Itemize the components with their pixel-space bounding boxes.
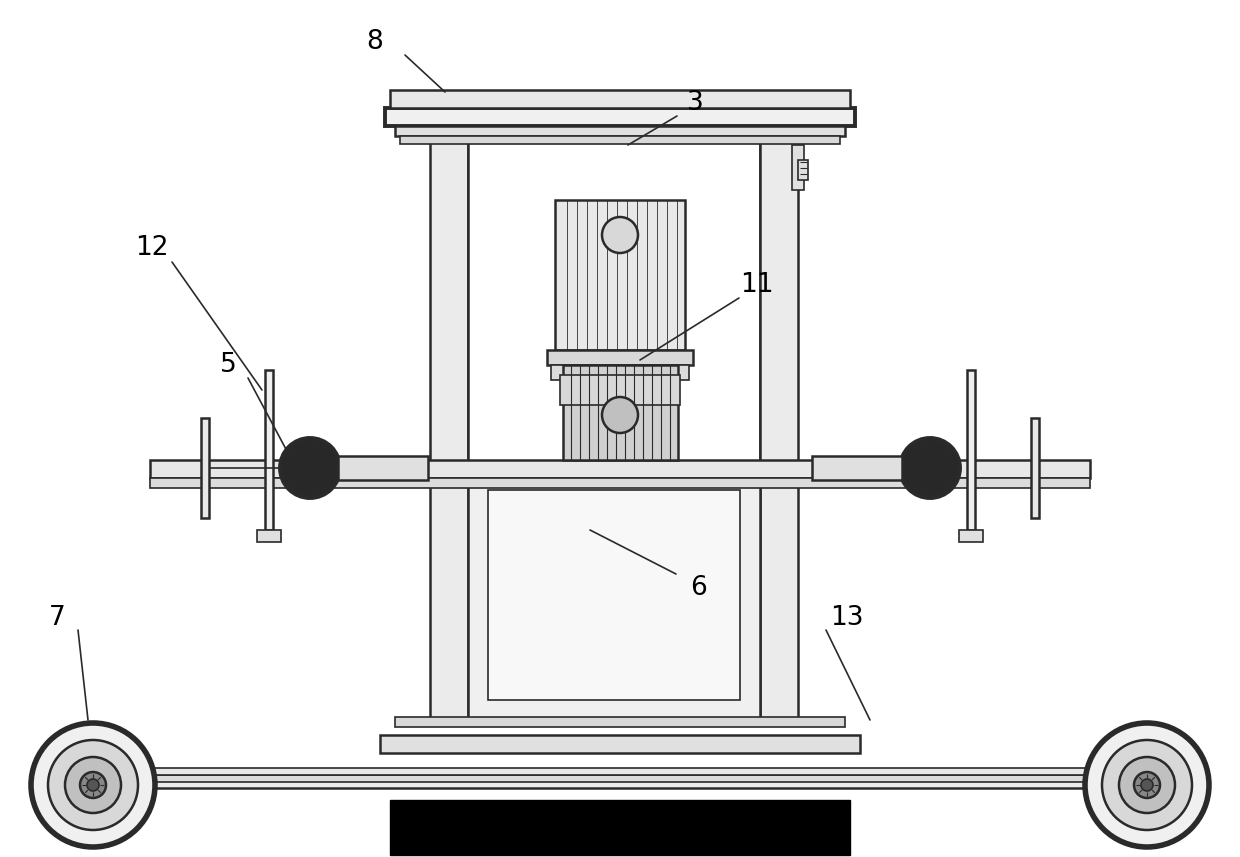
Text: 7: 7	[48, 605, 66, 631]
Bar	[556, 200, 684, 350]
Bar	[792, 145, 804, 190]
Bar	[60, 775, 1180, 782]
Bar	[391, 800, 849, 855]
Circle shape	[1085, 723, 1209, 847]
Bar	[967, 370, 975, 530]
Bar	[257, 530, 281, 542]
Circle shape	[1102, 740, 1192, 830]
Bar	[551, 365, 689, 380]
Bar	[201, 418, 210, 518]
Bar	[1030, 418, 1039, 518]
Circle shape	[81, 772, 105, 798]
Circle shape	[1141, 779, 1153, 791]
Text: 8: 8	[367, 29, 383, 55]
Circle shape	[601, 397, 639, 433]
Text: 6: 6	[689, 575, 707, 601]
Circle shape	[64, 757, 122, 813]
Text: 13: 13	[831, 605, 864, 631]
Text: 12: 12	[135, 235, 169, 261]
Bar	[60, 768, 1180, 775]
Circle shape	[900, 438, 960, 498]
Circle shape	[1118, 757, 1176, 813]
Circle shape	[280, 438, 340, 498]
Bar	[430, 130, 467, 720]
Text: 5: 5	[219, 352, 237, 378]
Bar	[547, 350, 693, 365]
Bar	[812, 456, 901, 480]
Bar	[150, 460, 1090, 478]
Bar	[959, 530, 983, 542]
Bar	[396, 717, 844, 727]
Text: 3: 3	[687, 90, 703, 116]
Bar	[563, 365, 678, 460]
Circle shape	[1135, 772, 1159, 798]
Bar	[265, 370, 273, 530]
Bar	[379, 735, 861, 753]
Bar	[60, 775, 1180, 788]
Bar	[391, 90, 849, 108]
Bar	[401, 136, 839, 144]
Bar	[384, 108, 856, 126]
Circle shape	[601, 217, 639, 253]
Bar	[339, 456, 428, 480]
Circle shape	[31, 723, 155, 847]
Bar	[760, 130, 799, 720]
Circle shape	[48, 740, 138, 830]
Bar	[150, 478, 1090, 488]
Bar	[799, 160, 808, 180]
Circle shape	[87, 779, 99, 791]
Bar	[396, 126, 844, 136]
Text: 11: 11	[740, 272, 774, 298]
Bar	[467, 480, 760, 720]
Bar	[560, 375, 680, 405]
Bar	[489, 490, 740, 700]
